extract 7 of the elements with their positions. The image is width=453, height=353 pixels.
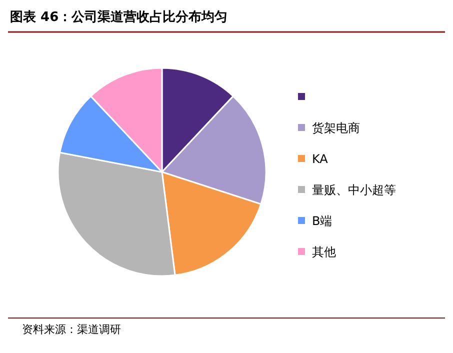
text: 资料来源：渠道调研	[22, 323, 121, 336]
legend-label: B端	[312, 214, 332, 228]
legend-label: 量贩、中小超等	[312, 183, 396, 197]
chart-title: 图表 46：公司渠道营收占比分布均匀	[10, 9, 228, 25]
legend-label: 其他	[312, 245, 336, 259]
legend-label: KA	[312, 152, 329, 166]
legend-label: 货架电商	[312, 121, 360, 135]
